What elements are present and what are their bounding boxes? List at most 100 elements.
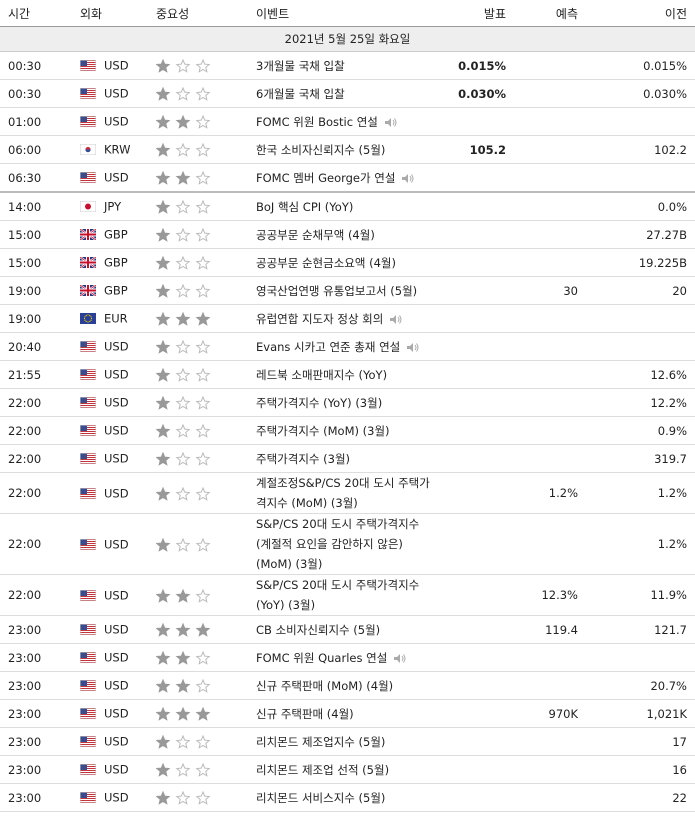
star-empty [195,762,211,777]
event: 리치몬드 제조업지수 (5월) [248,727,444,756]
importance-stars [155,170,211,185]
flag-part [80,656,96,658]
flag-part [80,341,96,353]
flag-icon [79,284,97,298]
event-row: 22:00 USD 계절조정S&P/CS 20대 도시 주택가격지수 (MoM) (… [0,472,695,514]
importance-stars [155,734,211,749]
time: 21:55 [0,360,76,389]
col-header: 외화 [76,0,148,27]
previous-cell [586,332,695,361]
importance-cell [148,574,248,616]
star-empty [195,339,211,354]
flag-part [80,714,96,716]
forecast: 119.4 [545,622,578,637]
event: 주택가격지수 (YoY) (3월) [248,388,444,417]
flag-icon [79,623,97,636]
event-row: 23:00 USD 리치몬드 서비스지수 (5월) 22 [0,783,695,812]
flag-part [80,796,96,798]
flag-part [80,94,96,96]
flag-icon [79,707,97,720]
flag-part [80,371,96,373]
star-empty [175,423,191,438]
event-name: S&P/CS 20대 도시 주택가격지수 (YoY) (3월) [256,578,420,612]
currency-cell: USD [76,332,148,361]
time: 23:00 [0,727,76,756]
star-empty [195,170,211,185]
speech-part [407,342,414,352]
importance-cell [148,220,248,249]
actual: 0.015% [458,58,506,73]
event-row: 23:00 USD 리치몬드 제조업 선적 (5월) 16 [0,755,695,784]
flag-part [80,369,96,381]
actual-cell: 0.030% [444,79,514,108]
importance-stars [155,790,211,805]
flag-icon [79,171,97,184]
flag-part [80,401,96,403]
star-filled [155,734,171,749]
event: 신규 주택판매 (MoM) (4월) [248,671,444,700]
event-name: 공공부문 순현금소요액 (4월) [256,255,396,270]
star-empty [195,142,211,157]
time: 22:00 [0,444,76,473]
flag-part [80,716,96,718]
event-row: 20:40 USD Evans 시카고 연준 총재 연설 [0,332,695,361]
importance-stars [155,706,211,721]
importance-cell [148,163,248,193]
flag-part [80,461,96,463]
speech-part [401,653,406,663]
time: 23:00 [0,615,76,644]
flag-part [80,660,96,662]
currency: GBP [104,283,128,298]
flag-part [80,369,87,376]
forecast-cell [514,248,586,277]
speech-part [410,173,414,183]
flag-part [80,682,96,684]
forecast-cell [514,192,586,221]
forecast-cell [514,783,586,812]
flag-part [84,319,86,322]
flag-part [80,62,96,64]
previous: 102.2 [654,142,687,157]
importance-cell [148,727,248,756]
flag-part [80,122,96,124]
star-filled [155,283,171,298]
star-filled [155,255,171,270]
event-row: 22:00 USD 주택가격지수 (YoY) (3월) 12.2% [0,388,695,417]
currency-cell: USD [76,444,148,473]
previous: 20 [672,283,687,298]
star-empty [195,114,211,129]
star-empty [195,423,211,438]
flag-part [80,546,96,548]
time: 00:30 [0,79,76,108]
flag-part [80,742,96,744]
star-filled [175,678,191,693]
event: CB 소비자신뢰지수 (5월) [248,615,444,644]
actual-cell [444,671,514,700]
previous: 20.7% [650,678,687,693]
flag-icon [79,763,97,776]
star-empty [195,227,211,242]
flag-part [80,744,96,746]
flag-part [80,66,96,68]
currency: EUR [104,311,128,326]
star-filled [155,142,171,157]
flag-part [80,708,96,720]
flag-icon [79,452,97,465]
event-row: 23:00 USD 리치몬드 제조업지수 (5월) 17 [0,727,695,756]
currency: KRW [104,142,131,157]
currency-cell: GBP [76,248,148,277]
forecast-cell [514,444,586,473]
flag-part [80,427,96,429]
flag-part [80,589,87,596]
star-empty [195,486,211,501]
flag-part [80,172,87,179]
forecast-cell: 1.2% [514,472,586,514]
currency: USD [104,762,129,777]
previous-cell: 12.2% [586,388,695,417]
event-name: 3개월물 국채 입찰 [256,58,345,73]
time: 22:00 [0,472,76,514]
flag-part [80,349,96,351]
forecast-cell [514,163,586,193]
previous-cell: 1,021K [586,699,695,728]
flag-part [80,92,96,94]
